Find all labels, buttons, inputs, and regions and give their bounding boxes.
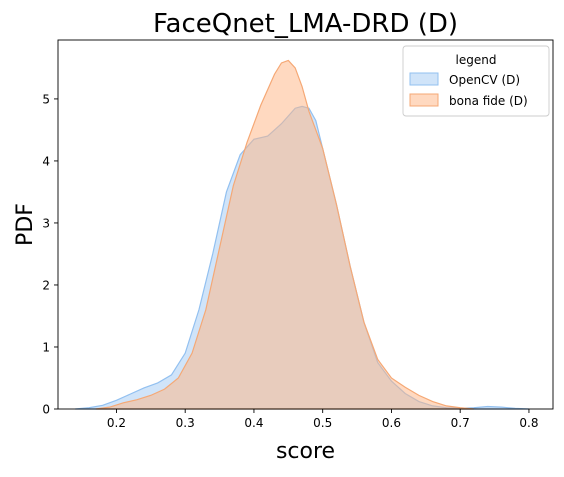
x-axis-label: score [276,439,335,464]
legend-label-opencv: OpenCV (D) [449,73,520,87]
x-tick-label: 0.8 [519,416,538,430]
y-tick-label: 5 [42,92,50,106]
density-area-1 [95,59,474,410]
y-axis: 0 1 2 3 4 5 [42,92,58,417]
y-tick-label: 3 [42,216,50,230]
y-tick-label: 0 [42,403,50,417]
legend-swatch-opencv [409,72,439,86]
plot-area [75,59,529,410]
y-tick-label: 2 [42,278,50,292]
legend-label-bona-fide: bona fide (D) [449,94,528,108]
x-tick-label: 0.3 [176,416,195,430]
y-axis-label: PDF [13,203,38,246]
y-tick-label: 1 [42,340,50,354]
x-tick-label: 0.2 [107,416,126,430]
x-tick-label: 0.6 [382,416,401,430]
x-tick-label: 0.5 [313,416,332,430]
y-tick-label: 4 [42,154,50,168]
plot-frame [57,39,554,410]
legend-box [402,45,550,117]
x-tick-label: 0.7 [451,416,470,430]
legend-swatch-bona-fide [409,93,439,107]
x-axis: 0.2 0.3 0.4 0.5 0.6 0.7 0.8 [107,409,538,430]
chart-title: FaceQnet_LMA-DRD (D) [153,9,458,39]
legend: legend OpenCV (D) bona fide (D) [402,45,550,117]
legend-title: legend [456,53,497,67]
x-tick-label: 0.4 [244,416,263,430]
